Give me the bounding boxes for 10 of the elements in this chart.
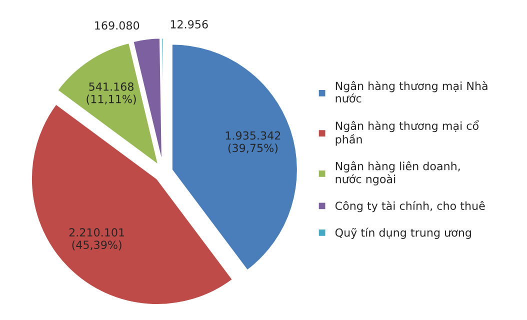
- data-label: 2.210.101 (45,39%): [69, 228, 124, 250]
- legend-label: Ngân hàng thương mại Nhà nước: [336, 81, 488, 103]
- legend-label: Ngân hàng thương mại cổ phần: [336, 120, 479, 146]
- legend-label: Quỹ tín dụng trung ương: [335, 228, 471, 239]
- legend-label: Ngân hàng liên doanh, nước ngoài: [336, 161, 460, 186]
- data-label: 169.080: [95, 21, 140, 30]
- data-label: 1.935.342 (39,75%): [226, 131, 280, 154]
- data-label: 541.168 (11,11%): [86, 82, 136, 105]
- data-label: 12.956: [170, 20, 208, 29]
- legend-label: Công ty tài chính, cho thuê: [335, 200, 485, 212]
